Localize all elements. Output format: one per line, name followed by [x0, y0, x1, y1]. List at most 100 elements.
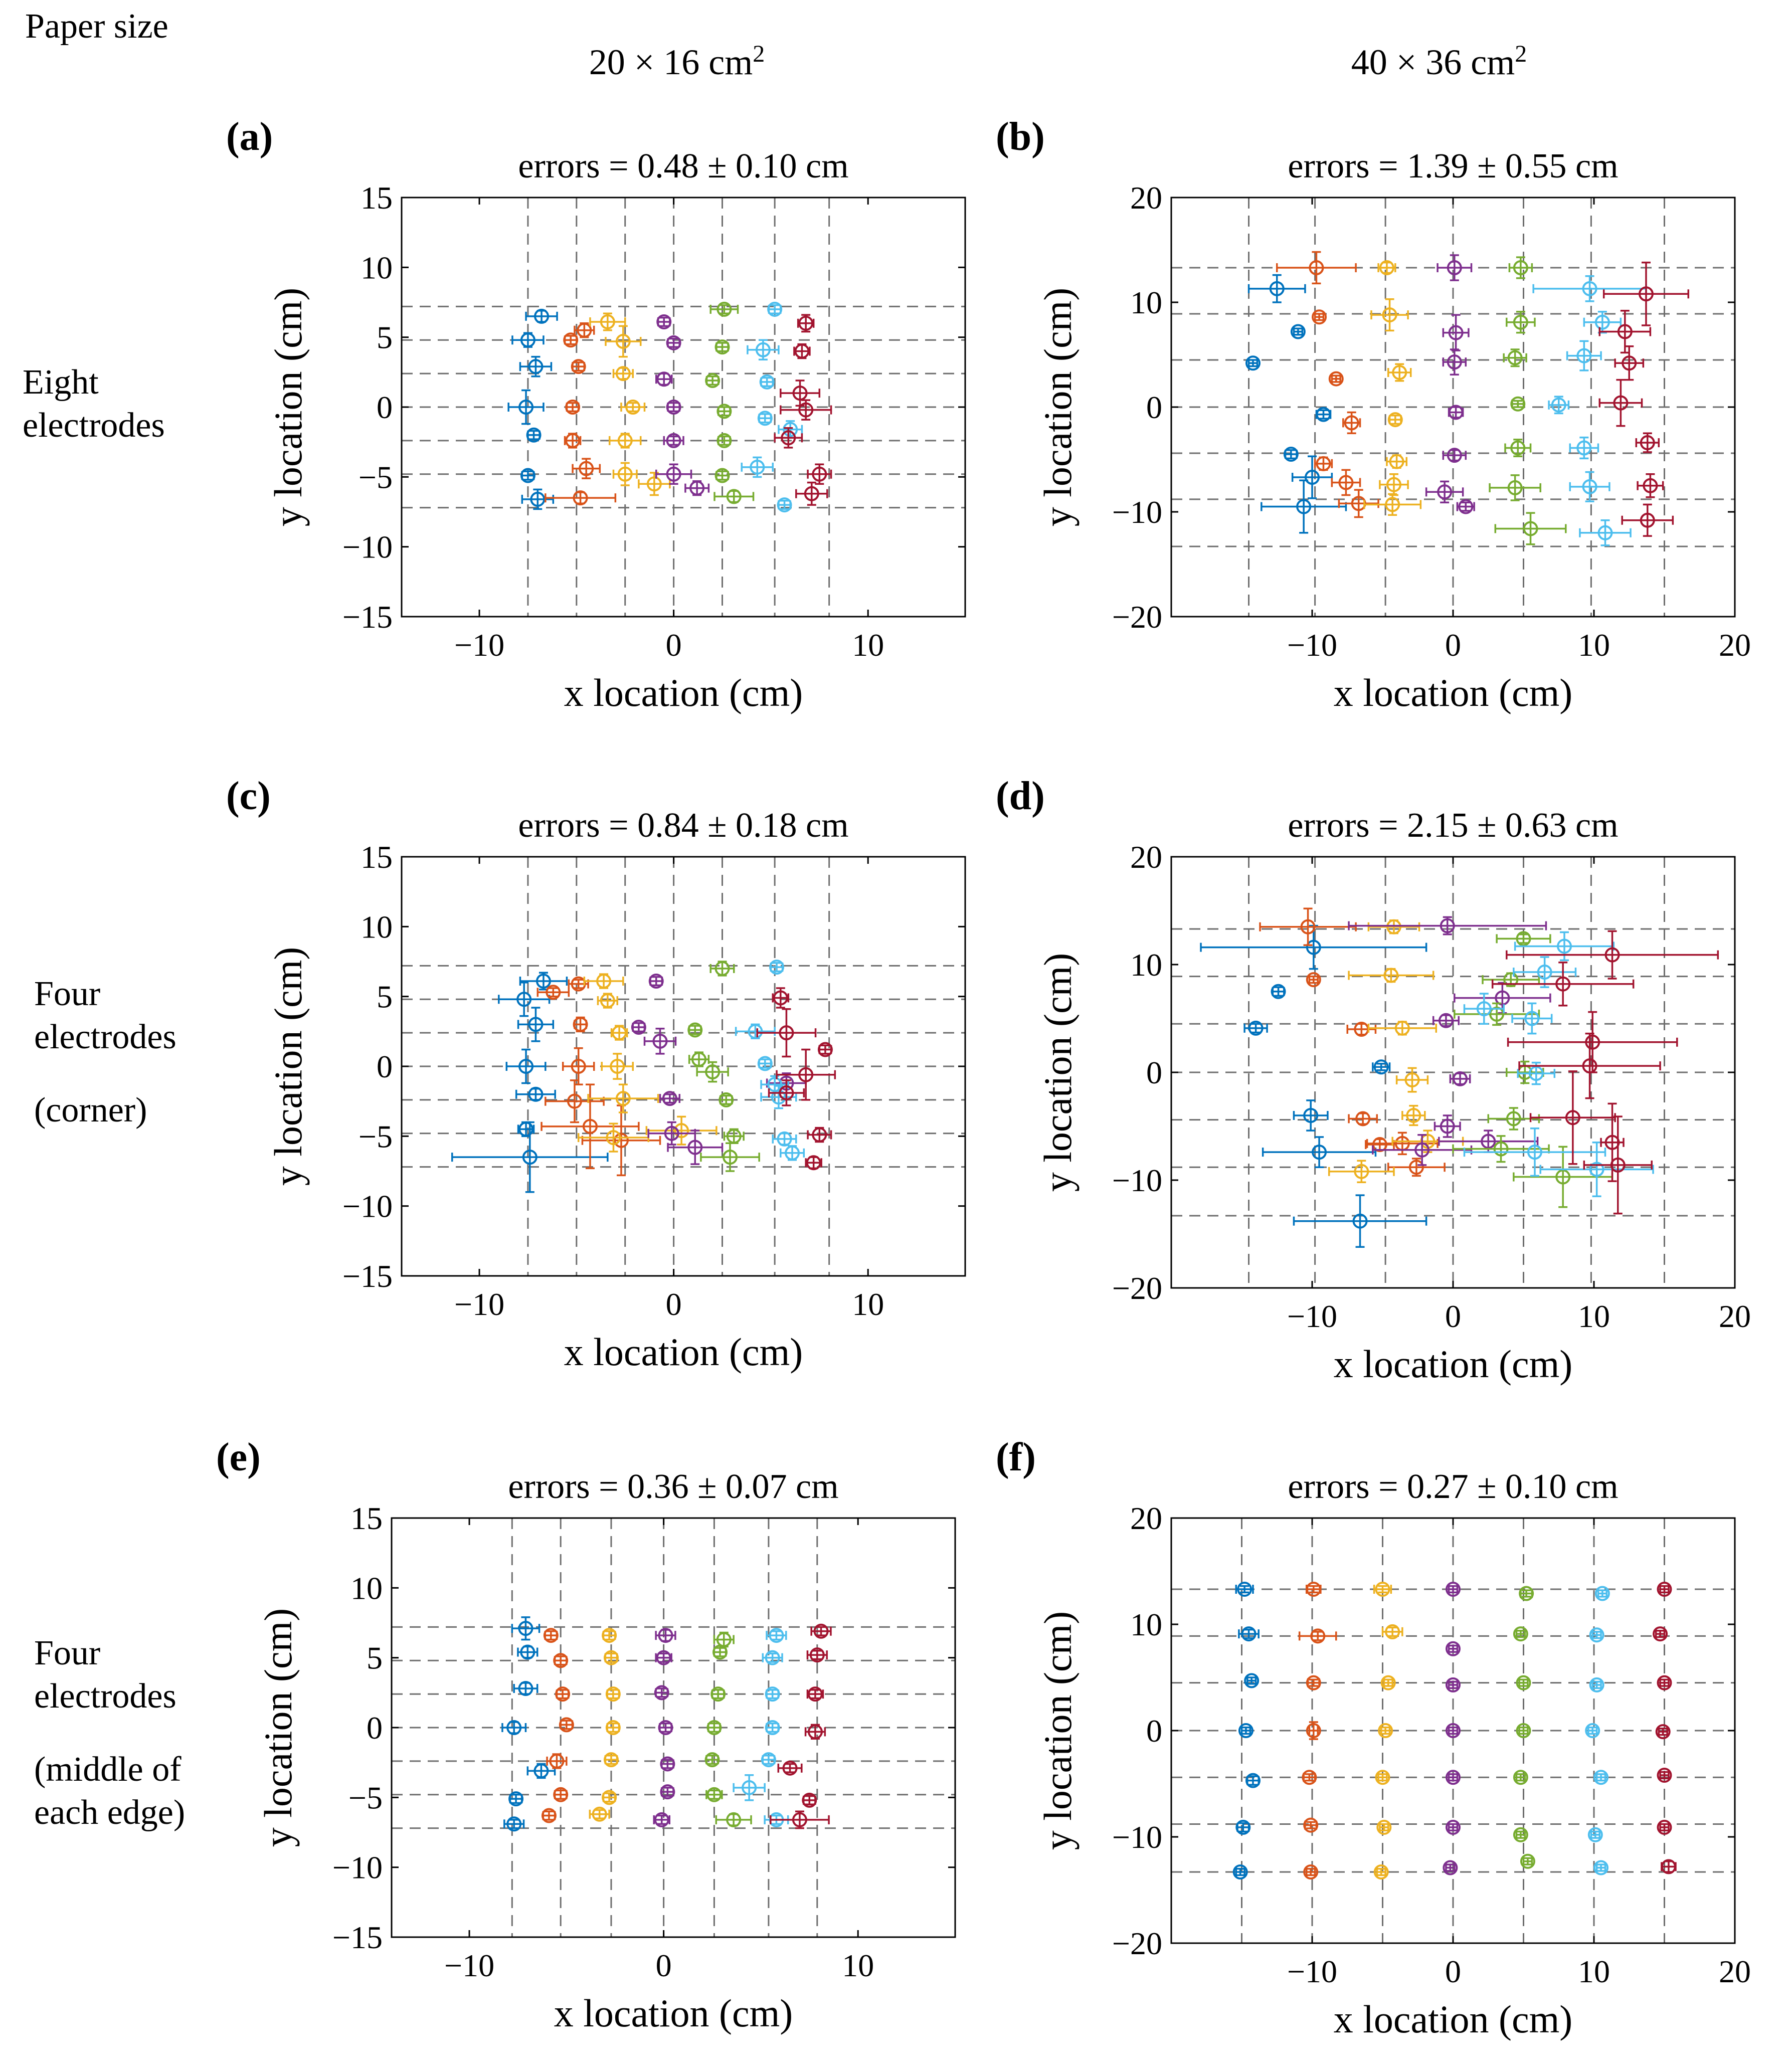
row-label-line: electrodes: [34, 1018, 176, 1056]
data-marker: [1589, 1677, 1604, 1692]
y-tick-label: 10: [1130, 285, 1162, 320]
data-point: [1448, 405, 1464, 420]
data-marker: [706, 1720, 722, 1735]
data-marker: [1338, 475, 1354, 490]
data-marker: [765, 1686, 780, 1702]
data-marker: [506, 1720, 522, 1735]
data-marker: [1589, 1162, 1604, 1177]
y-tick-label: 10: [1130, 947, 1162, 983]
data-point: [1312, 309, 1327, 325]
data-marker: [1248, 1020, 1264, 1036]
data-point: [1238, 1626, 1260, 1642]
data-point: [709, 961, 735, 977]
data-marker: [798, 402, 814, 418]
data-marker: [1604, 947, 1620, 963]
data-marker: [1385, 497, 1400, 512]
data-point: [774, 427, 803, 449]
data-marker: [1351, 496, 1366, 511]
chart-title: errors = 0.27 ± 0.10 cm: [1288, 1467, 1618, 1506]
x-tick-label: 10: [1578, 627, 1610, 663]
data-point: [1532, 275, 1647, 302]
data-point: [605, 325, 642, 358]
data-marker: [1309, 260, 1324, 276]
data-point: [1621, 503, 1674, 537]
y-tick-label: −15: [342, 599, 393, 635]
data-marker: [1622, 355, 1637, 371]
row-label-four-electrodes-middle: Four electrodes (middle of each edge): [34, 1632, 185, 1834]
x-tick-label: −10: [454, 627, 504, 663]
data-point: [760, 1075, 790, 1094]
data-marker: [792, 1812, 807, 1827]
y-tick-label: 20: [1130, 1500, 1162, 1536]
data-point: [656, 314, 672, 330]
data-point: [648, 974, 664, 989]
data-point: [631, 1019, 646, 1035]
data-point: [519, 972, 568, 991]
column-header-40x36-sup: 2: [1515, 41, 1527, 67]
data-marker: [1300, 919, 1316, 934]
data-point: [1442, 448, 1467, 463]
y-tick-label: 0: [1146, 390, 1162, 425]
data-marker: [1306, 1582, 1321, 1597]
data-point: [1377, 260, 1396, 276]
data-marker: [804, 486, 819, 501]
data-marker: [1589, 1627, 1604, 1643]
data-point: [772, 987, 790, 1009]
data-point: [1425, 480, 1464, 503]
data-marker: [1582, 479, 1597, 494]
data-marker: [779, 1085, 794, 1100]
data-marker: [812, 466, 827, 482]
data-point: [1238, 1723, 1253, 1738]
data-point: [684, 480, 710, 496]
column-header-20x16-sup: 2: [753, 41, 765, 67]
y-tick-label: −20: [1112, 1270, 1162, 1306]
data-point: [1432, 1013, 1460, 1028]
data-marker: [773, 990, 788, 1006]
data-point: [769, 960, 785, 975]
data-point: [526, 1763, 556, 1779]
data-point: [1583, 1115, 1653, 1215]
data-marker: [689, 480, 705, 496]
chart-panel-a: −10 0 10 15 10 5 0 −5 −10 −15 errors = 0.48 ± 0.10…: [226, 115, 966, 714]
data-marker: [660, 1784, 675, 1800]
data-marker: [605, 1686, 621, 1702]
data-point: [777, 497, 792, 513]
data-point: [521, 488, 555, 510]
data-point: [1489, 474, 1541, 501]
data-point: [563, 332, 579, 348]
data-marker: [1638, 286, 1654, 302]
x-tick-label: 10: [852, 627, 884, 663]
chart-title: errors = 0.84 ± 0.18 cm: [518, 806, 848, 845]
y-tick-label: 10: [350, 1570, 383, 1606]
data-marker: [1437, 484, 1453, 500]
data-marker: [1493, 1141, 1509, 1157]
data-marker: [526, 427, 542, 443]
data-point: [1449, 1071, 1471, 1086]
data-point: [583, 973, 624, 989]
data-marker: [1387, 412, 1403, 428]
panel-label: (c): [226, 774, 271, 818]
x-tick-label: −10: [1287, 1954, 1337, 1989]
chart-title: errors = 0.48 ± 0.10 cm: [518, 147, 848, 185]
data-marker: [1516, 1723, 1531, 1738]
data-point: [1386, 454, 1408, 469]
data-point: [1463, 993, 1505, 1025]
data-point: [589, 1806, 610, 1822]
data-point: [810, 1623, 832, 1639]
y-axis-label: y location (cm): [1036, 953, 1080, 1192]
data-marker: [658, 1628, 673, 1643]
data-point: [517, 1121, 535, 1138]
data-marker: [1232, 1864, 1248, 1879]
data-point: [541, 1083, 640, 1170]
data-marker: [602, 1628, 617, 1643]
data-marker: [817, 1042, 833, 1057]
data-marker: [1385, 1624, 1400, 1639]
data-point: [667, 1130, 724, 1165]
data-marker: [1507, 350, 1523, 365]
data-marker: [1373, 1864, 1389, 1879]
data-point: [546, 1753, 568, 1769]
data-marker: [1516, 1675, 1531, 1690]
data-point: [1657, 1819, 1672, 1835]
data-point: [1587, 1827, 1603, 1842]
data-point: [513, 1680, 539, 1696]
